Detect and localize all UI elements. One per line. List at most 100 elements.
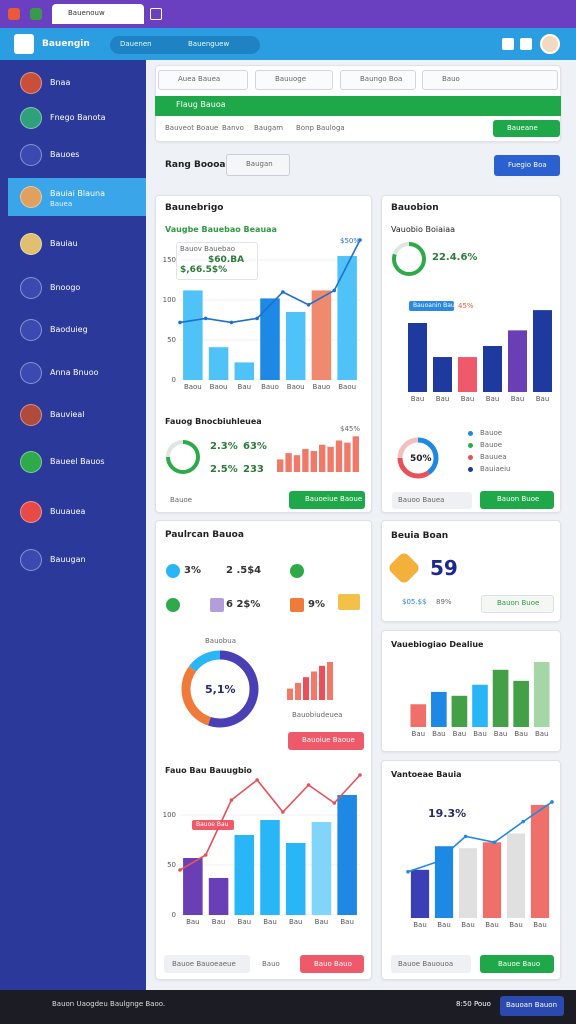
- card-title: Vauebiogiao Dealiue: [391, 640, 484, 649]
- sidebar-label: Bauoes: [50, 150, 80, 159]
- button-label: Bauoeiue Baoue: [305, 495, 363, 503]
- button-label: Bauon Buoe: [497, 599, 540, 607]
- tab[interactable]: [52, 4, 144, 24]
- legend-swatch: [468, 443, 473, 448]
- icon[interactable]: [520, 38, 532, 50]
- legend-label: Bauoe: [480, 441, 503, 449]
- donut-title: Bauobua: [205, 637, 236, 645]
- new-tab[interactable]: [150, 8, 162, 20]
- button[interactable]: [481, 595, 554, 613]
- button-label: Bauon Buoe: [497, 495, 540, 503]
- pill-value: 45%: [458, 302, 474, 310]
- tab-label: Auea Bauea: [178, 75, 221, 83]
- card-title: Baunebrigo: [165, 203, 224, 213]
- sidebar-icon[interactable]: [20, 404, 42, 426]
- button[interactable]: [480, 491, 554, 509]
- stat: 2.3%: [210, 441, 238, 452]
- button-label: Bauoiue Baoue: [302, 736, 355, 744]
- button[interactable]: [288, 732, 364, 750]
- stat-icon: [290, 598, 304, 612]
- stat: 3%: [184, 565, 201, 576]
- stat: 63%: [243, 441, 267, 452]
- search-pill[interactable]: [110, 36, 260, 54]
- stat-icon: [166, 564, 180, 578]
- sidebar-icon[interactable]: [20, 186, 42, 208]
- button[interactable]: [300, 955, 364, 973]
- brand: Bauengin: [42, 39, 90, 49]
- button[interactable]: [494, 155, 560, 176]
- sidebar-icon[interactable]: [20, 233, 42, 255]
- banner: [155, 96, 561, 116]
- sidebar-sublabel: Bauea: [50, 200, 73, 208]
- sidebar-icon[interactable]: [20, 72, 42, 94]
- tab-label: Baungo Boa: [360, 75, 403, 83]
- sidebar-icon[interactable]: [20, 362, 42, 384]
- sidebar-icon[interactable]: [20, 501, 42, 523]
- pill-label: Bauoanin Bauoe: [413, 302, 463, 309]
- clock: 8:50 Pouo: [456, 1000, 491, 1008]
- button[interactable]: [493, 120, 560, 137]
- card-subtitle: Vaugbe Bauebao Beauaa: [165, 225, 277, 234]
- card: [155, 520, 372, 980]
- sidebar-label: Buuauea: [50, 507, 86, 516]
- sidebar-icon[interactable]: [20, 144, 42, 166]
- legend-label: Bauuea: [480, 453, 507, 461]
- sidebar-icon[interactable]: [20, 451, 42, 473]
- sidebar-label: Bauugan: [50, 555, 86, 564]
- tab-button[interactable]: [255, 70, 333, 90]
- card-subtitle: Vauobio Boiaiaa: [391, 225, 455, 234]
- stat: 9%: [308, 599, 325, 610]
- icon[interactable]: [502, 38, 514, 50]
- status-text: Bauon Uaogdeu Baulgnge Baoo.: [52, 1000, 166, 1008]
- stat-icon: [290, 564, 304, 578]
- sidebar-icon[interactable]: [20, 319, 42, 341]
- select[interactable]: [226, 154, 290, 176]
- stat-icon: [210, 598, 224, 612]
- link: Bauveot Boaue: [165, 124, 219, 132]
- taskbar-button[interactable]: [500, 996, 564, 1016]
- pill: [409, 301, 454, 311]
- avatar[interactable]: [540, 34, 560, 54]
- sidebar-label: Bnoogo: [50, 283, 81, 292]
- sidebar-icon[interactable]: [20, 549, 42, 571]
- card-title: Paulrcan Bauoa: [165, 530, 244, 540]
- pill-label: Bauoe Bau: [196, 821, 229, 828]
- sidebar-label: Fnego Banota: [50, 113, 106, 122]
- footer-text: Bauoe: [170, 496, 193, 504]
- button-label: Fuegio Boa: [508, 161, 547, 169]
- toolbar-title: Rang Boooa: [165, 160, 226, 170]
- stat: $05.$$: [402, 598, 427, 606]
- tab-button[interactable]: [158, 70, 248, 90]
- app-icon: [30, 8, 42, 20]
- legend-swatch: [468, 467, 473, 472]
- search-scope: Dauenen: [120, 40, 152, 48]
- sidebar-icon[interactable]: [20, 277, 42, 299]
- pill: [391, 955, 471, 973]
- legend-swatch: [468, 455, 473, 460]
- sidebar-icon[interactable]: [20, 107, 42, 129]
- button[interactable]: [289, 491, 365, 509]
- section-title: Fauog Bnocbiuhleuea: [165, 417, 262, 426]
- sidebar-label: Baueel Bauos: [50, 457, 105, 466]
- footer-text: Bauoe Bauoeaeue: [172, 960, 236, 968]
- card-title: Vantoeae Bauia: [391, 770, 462, 779]
- home-icon[interactable]: [14, 34, 34, 54]
- callout-value: $60.BA: [208, 255, 245, 265]
- card: [381, 760, 561, 980]
- stat: 233: [243, 464, 264, 475]
- button[interactable]: [480, 955, 554, 973]
- footer-text: Bauoe Bauouoa: [398, 960, 454, 968]
- card: [381, 630, 561, 752]
- tab-button[interactable]: [340, 70, 416, 90]
- sidebar-label: Bauvieal: [50, 410, 85, 419]
- callout-label: Bauov Bauebao: [180, 245, 236, 253]
- legend-label: Bauoe: [480, 429, 503, 437]
- big-number: 59: [430, 556, 458, 580]
- link: Baugam: [254, 124, 284, 132]
- stat-icon: [166, 598, 180, 612]
- pill: [164, 955, 250, 973]
- legend-swatch: [468, 431, 473, 436]
- tab-button[interactable]: [422, 70, 558, 90]
- select-label: Baugan: [246, 160, 273, 168]
